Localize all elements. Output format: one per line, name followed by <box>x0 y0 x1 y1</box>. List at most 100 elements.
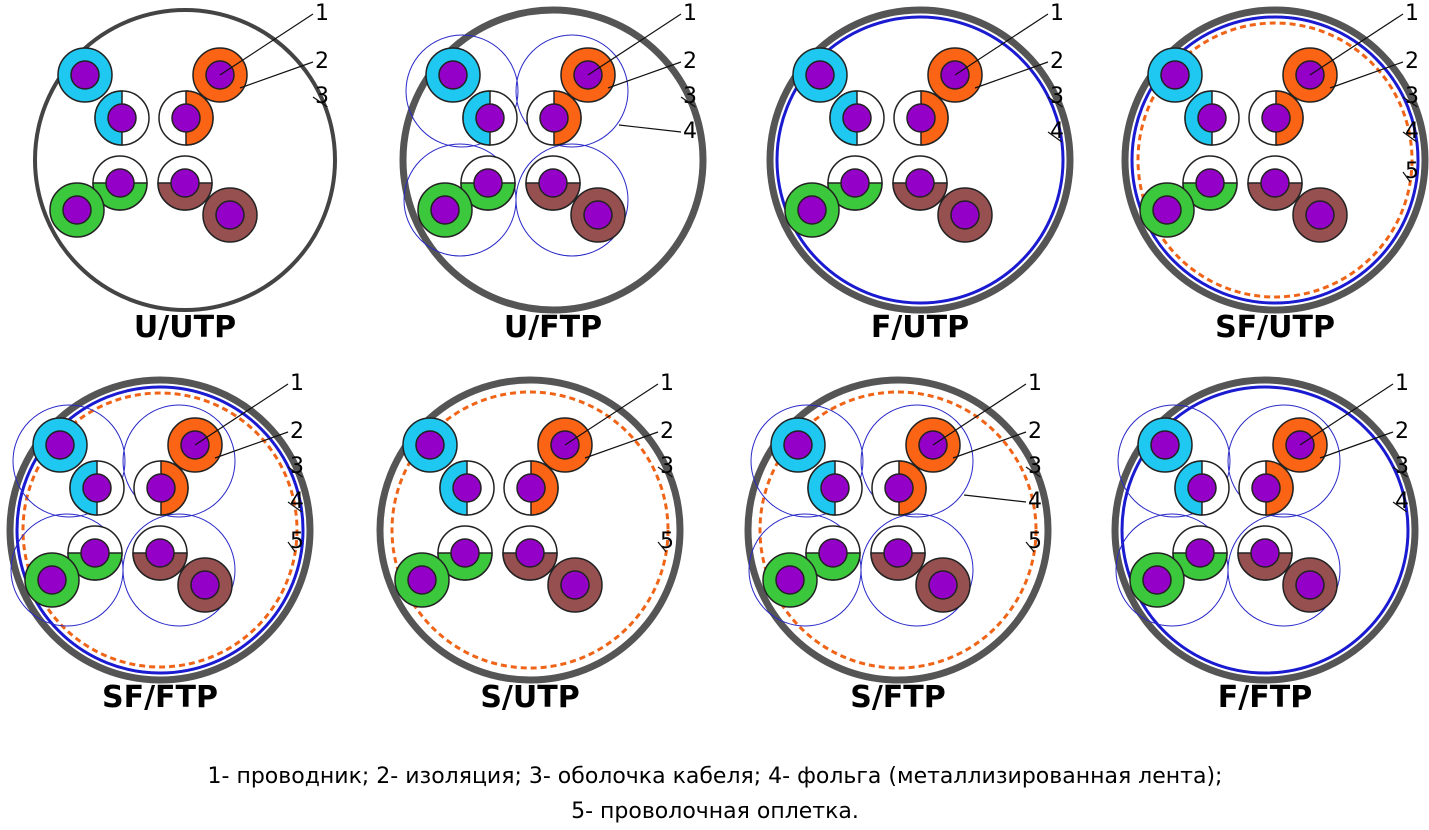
cable-name: U/UTP <box>134 310 236 345</box>
callout-number: 4 <box>1050 119 1064 144</box>
conductor <box>171 103 201 133</box>
conductor <box>1295 570 1325 600</box>
cable: SF/FTP 1 2 3 4 5 <box>6 371 314 715</box>
leader-line <box>657 541 667 553</box>
callout-number: 1 <box>683 1 697 26</box>
conductor <box>1250 538 1280 568</box>
conductor <box>1150 430 1180 460</box>
pair-shield <box>122 513 236 627</box>
leader-line <box>287 466 303 478</box>
conductor <box>415 430 445 460</box>
conductor <box>805 60 835 90</box>
leader-line <box>287 501 303 513</box>
callout-number: 1 <box>1028 371 1042 396</box>
leader-line <box>1047 131 1063 143</box>
conductor <box>1152 195 1182 225</box>
callout-number: 1 <box>290 371 304 396</box>
callout-number: 2 <box>1050 49 1064 74</box>
leader-line <box>1025 541 1035 553</box>
cable: F/FTP 1 2 3 4 <box>1111 371 1419 715</box>
conductor <box>105 168 135 198</box>
leader-line <box>607 61 682 89</box>
braid <box>21 391 299 669</box>
conductor <box>430 195 460 225</box>
conductor <box>473 168 503 198</box>
pair-shield <box>860 404 974 518</box>
leader-line <box>219 13 314 76</box>
conductor <box>170 168 200 198</box>
conductor <box>928 570 958 600</box>
conductor <box>560 570 590 600</box>
conductor <box>538 168 568 198</box>
leader-line <box>1319 431 1394 459</box>
conductor <box>62 195 92 225</box>
conductor <box>450 538 480 568</box>
conductor <box>146 473 176 503</box>
pair-shield <box>860 513 974 627</box>
conductor <box>1261 103 1291 133</box>
callout-number: 1 <box>315 1 329 26</box>
leader-line <box>1047 96 1063 108</box>
braid <box>758 390 1038 670</box>
conductor <box>1187 473 1217 503</box>
callout-number: 2 <box>660 419 674 444</box>
callout-number: 2 <box>1395 419 1409 444</box>
conductor <box>70 60 100 90</box>
callout-number: 5 <box>1028 529 1042 554</box>
conductor <box>775 565 805 595</box>
conductor <box>905 168 935 198</box>
conductor <box>884 473 914 503</box>
conductor <box>475 103 505 133</box>
cable: S/FTP 1 2 3 4 5 <box>744 371 1052 715</box>
callout-number: 3 <box>660 454 674 479</box>
callout-number: 1 <box>1395 371 1409 396</box>
conductor <box>190 570 220 600</box>
conductor <box>80 538 110 568</box>
conductor <box>1160 60 1190 90</box>
conductor <box>1185 538 1215 568</box>
leader-line <box>1025 466 1041 478</box>
leader-line <box>1299 383 1394 446</box>
callout-number: 4 <box>1395 489 1409 514</box>
conductor <box>818 538 848 568</box>
pair-shield <box>405 34 519 148</box>
legend-line: 1- проводник; 2- изоляция; 3- оболочка к… <box>208 764 1223 789</box>
pair-shield <box>1117 404 1231 518</box>
cable: S/UTP 1 2 3 5 <box>376 371 684 715</box>
cable: U/UTP 1 2 3 <box>33 1 337 345</box>
conductor <box>783 430 813 460</box>
pair-shield <box>122 404 236 518</box>
conductor <box>883 538 913 568</box>
callout-number: 3 <box>290 454 304 479</box>
leader-line <box>584 431 659 459</box>
conductor <box>515 538 545 568</box>
leader-line <box>932 383 1027 446</box>
callout-number: 2 <box>1405 49 1419 74</box>
callout-number: 1 <box>1405 1 1419 26</box>
leader-line <box>312 96 328 108</box>
pair-shield <box>1227 404 1341 518</box>
conductor <box>1260 168 1290 198</box>
leader-line <box>214 431 289 459</box>
leader-line <box>618 124 682 133</box>
conductor <box>407 565 437 595</box>
callout-number: 4 <box>290 489 304 514</box>
callout-number: 2 <box>290 419 304 444</box>
foil <box>1120 385 1410 675</box>
cable: SF/UTP 1 2 3 4 5 <box>1121 1 1429 345</box>
conductor <box>820 473 850 503</box>
callout-number: 2 <box>315 49 329 74</box>
callout-number: 3 <box>1050 84 1064 109</box>
conductor <box>797 195 827 225</box>
leader-line <box>657 466 673 478</box>
conductor <box>840 168 870 198</box>
cable: F/UTP 1 2 3 4 <box>766 1 1074 345</box>
callout-number: 5 <box>1405 159 1419 184</box>
leader-line <box>1392 466 1408 478</box>
callout-number: 4 <box>1028 489 1042 514</box>
leader-line <box>963 494 1027 503</box>
callout-number: 1 <box>1050 1 1064 26</box>
braid <box>390 390 670 670</box>
leader-line <box>1402 96 1418 108</box>
cable: U/FTP 1 2 3 4 <box>399 1 707 345</box>
